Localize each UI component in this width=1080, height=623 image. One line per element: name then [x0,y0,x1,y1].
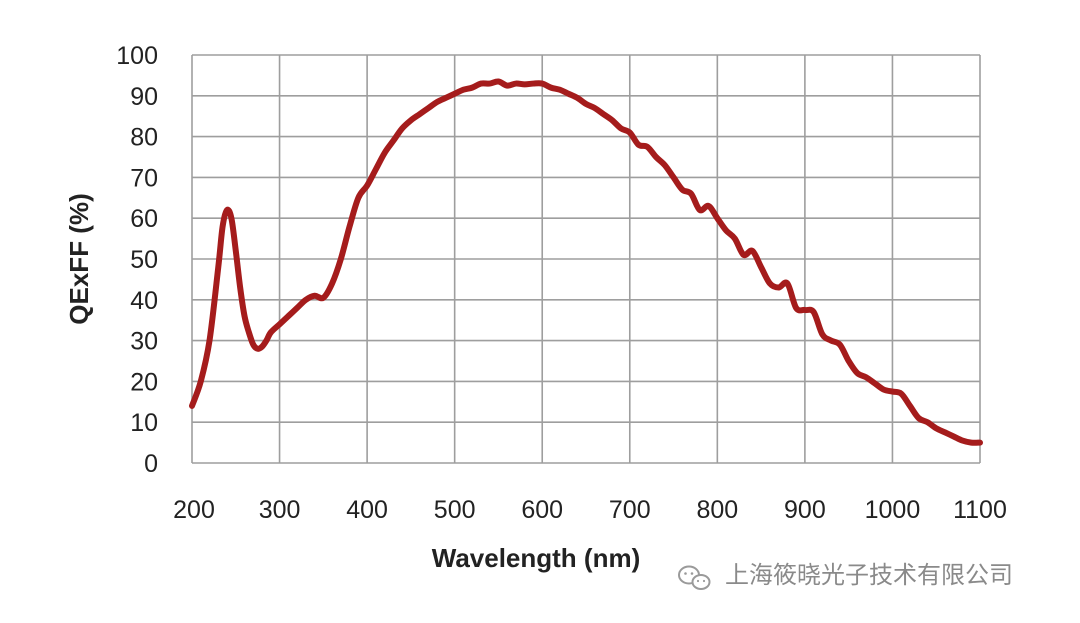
y-tick-label: 0 [144,450,158,478]
x-tick-label: 300 [259,496,301,524]
x-tick-label: 700 [609,496,651,524]
watermark: 上海筱晓光子技术有限公司 [678,561,1013,590]
y-axis-title: QExFF (%) [64,193,94,324]
watermark-text: 上海筱晓光子技术有限公司 [725,561,1013,589]
x-tick-label: 1100 [953,496,1007,524]
wechat-icon [678,565,711,590]
y-tick-label: 80 [130,124,158,152]
x-axis-title: Wavelength (nm) [432,543,640,573]
x-tick-label: 900 [784,496,826,524]
y-tick-label: 10 [130,409,158,437]
tick-labels: 0 10 20 30 40 50 60 70 80 90 100 200 300 400 500 600 700… [116,42,1007,524]
x-tick-label: 800 [696,496,738,524]
grid [191,54,981,464]
x-tick-label: 200 [173,496,215,524]
y-tick-label: 90 [130,83,158,111]
y-tick-label: 30 [130,328,158,356]
y-tick-label: 60 [130,205,158,233]
y-tick-label: 40 [130,287,158,315]
y-tick-label: 50 [130,246,158,274]
series-line-qexff [189,78,983,446]
x-tick-label: 400 [346,496,388,524]
y-tick-label: 20 [130,368,158,396]
series-layer [189,78,983,446]
y-tick-label: 100 [116,42,158,70]
x-tick-label: 1000 [865,496,921,524]
x-tick-label: 600 [521,496,563,524]
x-tick-label: 500 [434,496,476,524]
y-tick-label: 70 [130,164,158,192]
